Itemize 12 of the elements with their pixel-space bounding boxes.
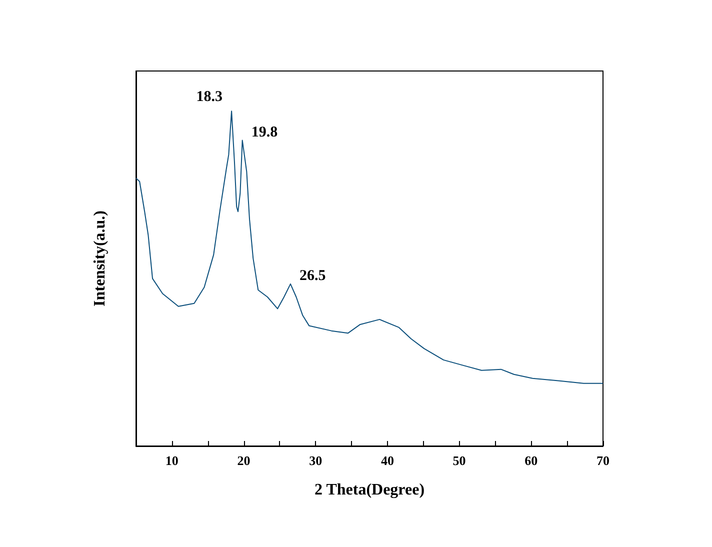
- x-axis-title: 2 Theta(Degree): [314, 482, 425, 498]
- y-axis-title: Intensity(a.u.): [92, 210, 108, 307]
- x-tick-label: 40: [380, 453, 394, 468]
- annotation: 26.5: [299, 268, 326, 284]
- x-tick-label: 70: [596, 453, 610, 468]
- annotation: 19.8: [251, 124, 278, 140]
- x-tick-label: 20: [237, 453, 250, 468]
- annotation: 18.3: [196, 89, 223, 106]
- x-tick-label: 10: [165, 453, 178, 468]
- x-tick-label: 60: [524, 453, 538, 468]
- x-tick-label: 50: [452, 453, 466, 468]
- x-tick-label: 30: [309, 453, 322, 468]
